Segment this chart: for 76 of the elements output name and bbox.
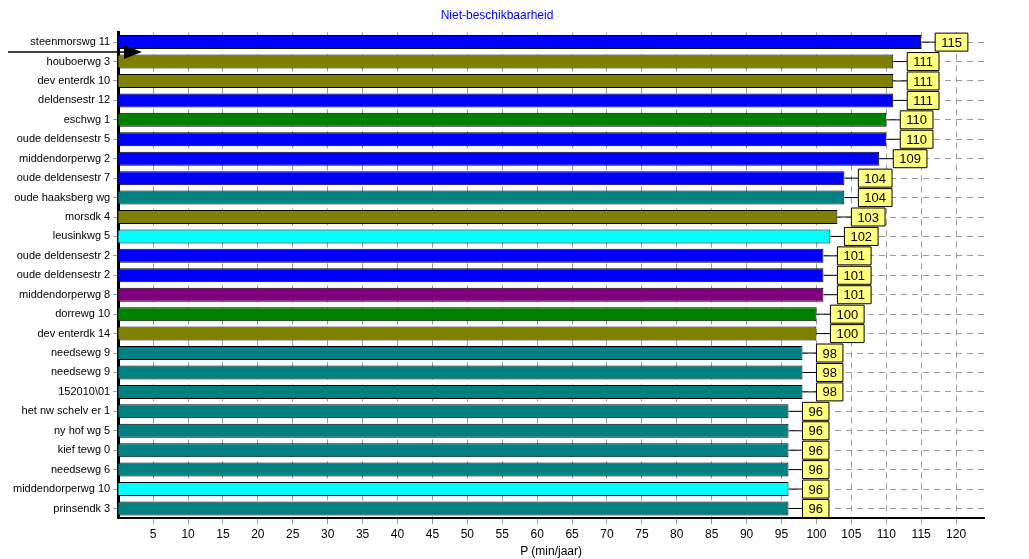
data-label: 100 [836,326,859,342]
x-tick-label: 45 [425,526,440,541]
x-tick-label: 100 [806,526,827,541]
x-tick-label: 115 [911,526,932,541]
x-tick-label: 30 [321,526,335,541]
y-tick-label: het nw schelv er 1 [21,404,111,417]
x-tick-label: 60 [530,526,545,541]
data-label: 110 [906,131,927,147]
x-tick-label: 10 [181,526,196,541]
y-tick-label: oude deldensestr 2 [16,248,111,261]
data-label: 110 [906,112,927,128]
data-label: 96 [808,462,823,478]
x-tick-label: 20 [251,526,265,541]
y-tick-label: oude deldensestr 7 [16,171,111,184]
x-tick-label: 80 [670,526,684,541]
y-tick-label: dorrewg 10 [55,307,111,320]
x-tick-label: 35 [355,526,370,541]
y-tick-label: needsewg 9 [50,346,111,359]
y-tick-label: middendorperwg 10 [12,482,111,495]
y-tick-label: middendorperwg 8 [19,287,111,300]
x-tick-label: 90 [739,526,754,541]
data-label: 96 [808,423,823,439]
y-tick-label: deldensestr 12 [38,93,111,106]
data-label: 101 [843,267,866,283]
y-tick-label: kief tewg 0 [57,443,111,456]
y-tick-label: morsdk 4 [64,210,111,223]
data-label: 101 [843,287,866,303]
x-axis-title: P (min/jaar) [520,544,583,559]
data-label: 115 [941,34,962,50]
y-tick-label: 152010\01 [58,384,111,397]
data-label: 98 [822,345,837,361]
data-label: 101 [843,248,866,264]
data-label: 109 [899,151,921,167]
x-tick-label: 95 [774,526,789,541]
y-tick-label: oude haaksberg wg [14,190,111,203]
x-tick-label: 50 [460,526,475,541]
data-label: 96 [808,403,823,419]
x-tick-label: 40 [390,526,405,541]
y-tick-label: eschwg 1 [63,112,111,125]
y-tick-label: leusinkwg 5 [52,229,111,242]
y-tick-label: houboerwg 3 [46,54,111,67]
y-tick-label: middendorperwg 2 [19,151,111,164]
data-label: 111 [913,54,933,70]
data-label: 103 [857,209,880,225]
y-tick-label: dev enterdk 10 [37,74,111,87]
y-tick-label: oude deldensestr 5 [16,132,111,145]
x-tick-label: 85 [705,526,719,541]
y-tick-label: prinsendk 3 [53,501,111,514]
y-tick-label: needsewg 9 [50,365,111,378]
data-label: 111 [913,73,933,89]
y-tick-label: dev enterdk 14 [37,326,111,339]
data-label: 98 [822,365,837,381]
x-tick-label: 120 [946,526,967,541]
data-label: 96 [808,481,823,497]
x-tick-label: 25 [286,526,300,541]
data-label: 100 [836,306,859,322]
x-tick-label: 75 [635,526,649,541]
data-label: 98 [822,384,837,400]
data-label: 104 [864,190,887,206]
x-tick-label: 15 [216,526,230,541]
data-label: 96 [808,501,823,517]
y-tick-label: oude deldensestr 2 [16,268,111,281]
data-label: 96 [808,442,823,458]
y-tick-label: steenmorswg 11 [30,35,111,48]
x-tick-label: 110 [876,526,897,541]
chart-title: Niet-beschikbaarheid [440,7,554,22]
x-tick-label: 65 [565,526,580,541]
y-tick-label: ny hof wg 5 [53,423,111,436]
y-tick-label: needsewg 6 [50,462,111,475]
data-label: 104 [864,170,887,186]
x-tick-label: 5 [149,526,157,541]
data-label: 102 [850,229,873,245]
x-tick-label: 70 [600,526,614,541]
data-label: 111 [913,92,933,108]
x-tick-label: 105 [841,526,862,541]
x-tick-label: 55 [495,526,510,541]
